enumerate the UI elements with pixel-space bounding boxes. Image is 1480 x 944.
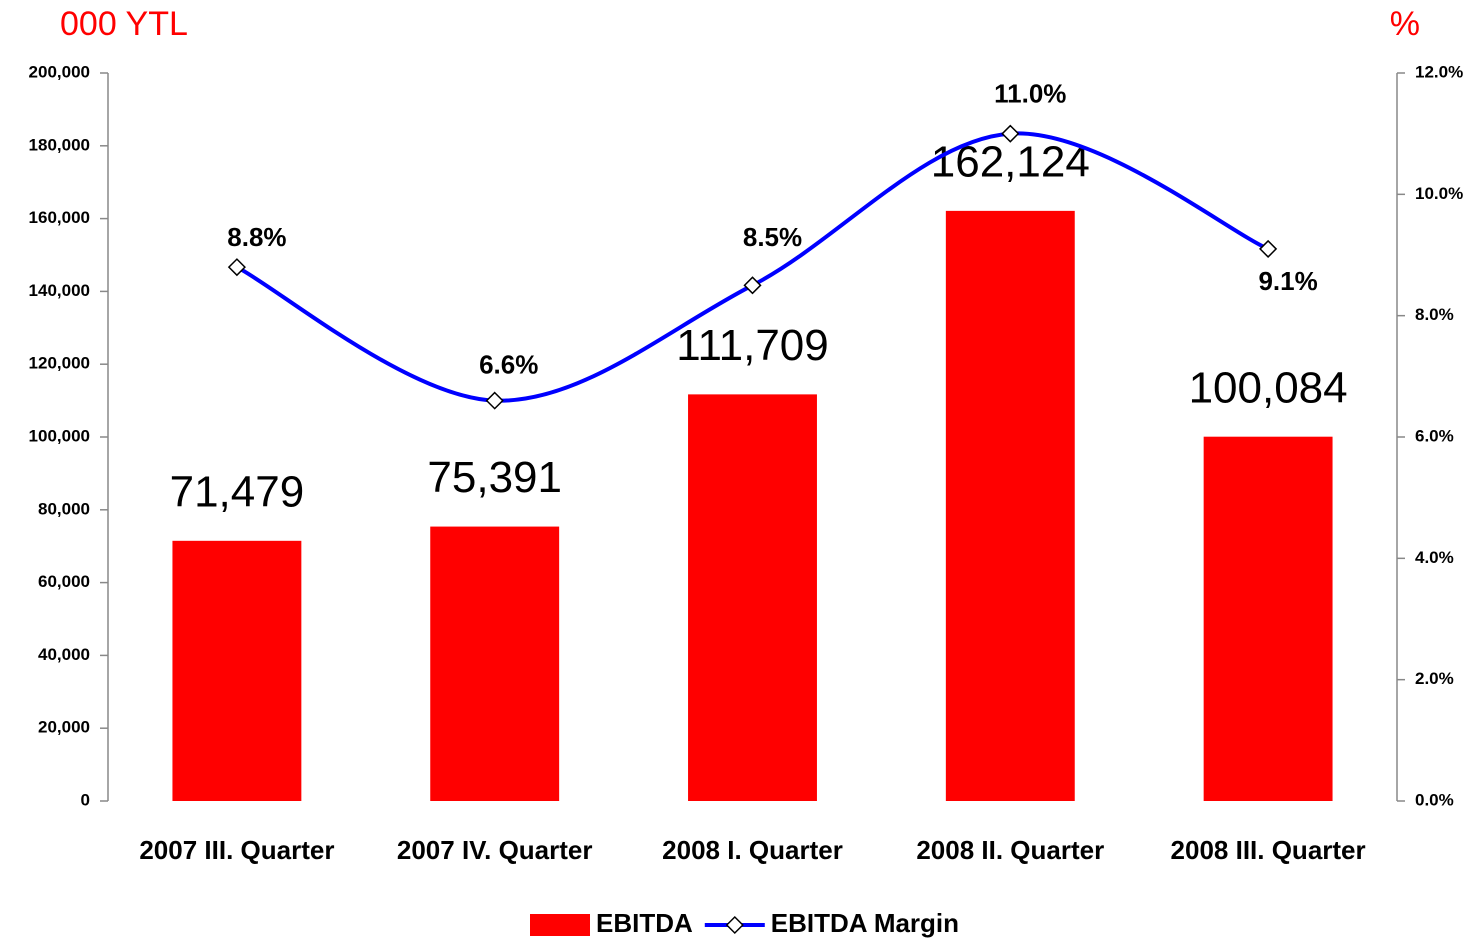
y2-tick-label: 10.0% — [1415, 184, 1463, 203]
x-tick-label: 2007 III. Quarter — [139, 835, 334, 865]
bar-label: 111,709 — [676, 321, 829, 370]
line-marker — [1001, 124, 1020, 143]
bar — [172, 540, 302, 801]
y-tick-label: 140,000 — [29, 281, 90, 300]
y-tick-label: 200,000 — [29, 62, 90, 81]
line-marker — [743, 276, 762, 295]
line-label: 8.8% — [227, 222, 286, 252]
bar — [1203, 436, 1333, 801]
line-marker — [485, 391, 504, 410]
legend-label: EBITDA — [596, 908, 693, 938]
y2-tick-label: 8.0% — [1415, 305, 1454, 324]
bar — [688, 394, 817, 801]
bar-label: 71,479 — [170, 467, 305, 516]
y2-tick-label: 0.0% — [1415, 790, 1454, 809]
line-label: 9.1% — [1258, 266, 1317, 296]
x-tick-label: 2008 II. Quarter — [916, 835, 1104, 865]
y-tick-label: 100,000 — [29, 426, 90, 445]
line-label: 11.0% — [994, 79, 1066, 109]
line-label: 6.6% — [479, 349, 538, 379]
legend-swatch — [530, 914, 590, 936]
line-label: 8.5% — [743, 222, 802, 252]
legend-label: EBITDA Margin — [771, 908, 959, 938]
bar — [430, 526, 560, 801]
y-tick-label: 20,000 — [38, 718, 90, 737]
y2-axis-title: % — [1390, 5, 1420, 43]
y2-tick-label: 4.0% — [1415, 548, 1454, 567]
y-tick-label: 40,000 — [38, 645, 90, 664]
y-tick-label: 180,000 — [29, 135, 90, 154]
y2-tick-label: 6.0% — [1415, 426, 1454, 445]
line-marker — [227, 258, 246, 277]
y2-tick-label: 12.0% — [1415, 62, 1463, 81]
y-tick-label: 60,000 — [38, 572, 90, 591]
y-tick-label: 160,000 — [29, 208, 90, 227]
y-tick-label: 120,000 — [29, 354, 90, 373]
y-tick-label: 0 — [81, 790, 90, 809]
x-tick-label: 2008 I. Quarter — [662, 835, 843, 865]
x-tick-label: 2007 IV. Quarter — [397, 835, 593, 865]
bar-label: 75,391 — [427, 453, 562, 502]
y-tick-label: 80,000 — [38, 499, 90, 518]
line-marker — [1259, 239, 1278, 258]
y2-tick-label: 2.0% — [1415, 669, 1454, 688]
y-axis-title: 000 YTL — [60, 5, 188, 43]
x-tick-label: 2008 III. Quarter — [1171, 835, 1366, 865]
bar-label: 162,124 — [931, 137, 1090, 186]
bar — [945, 210, 1075, 801]
bar-label: 100,084 — [1189, 363, 1348, 412]
legend-marker — [725, 915, 744, 935]
